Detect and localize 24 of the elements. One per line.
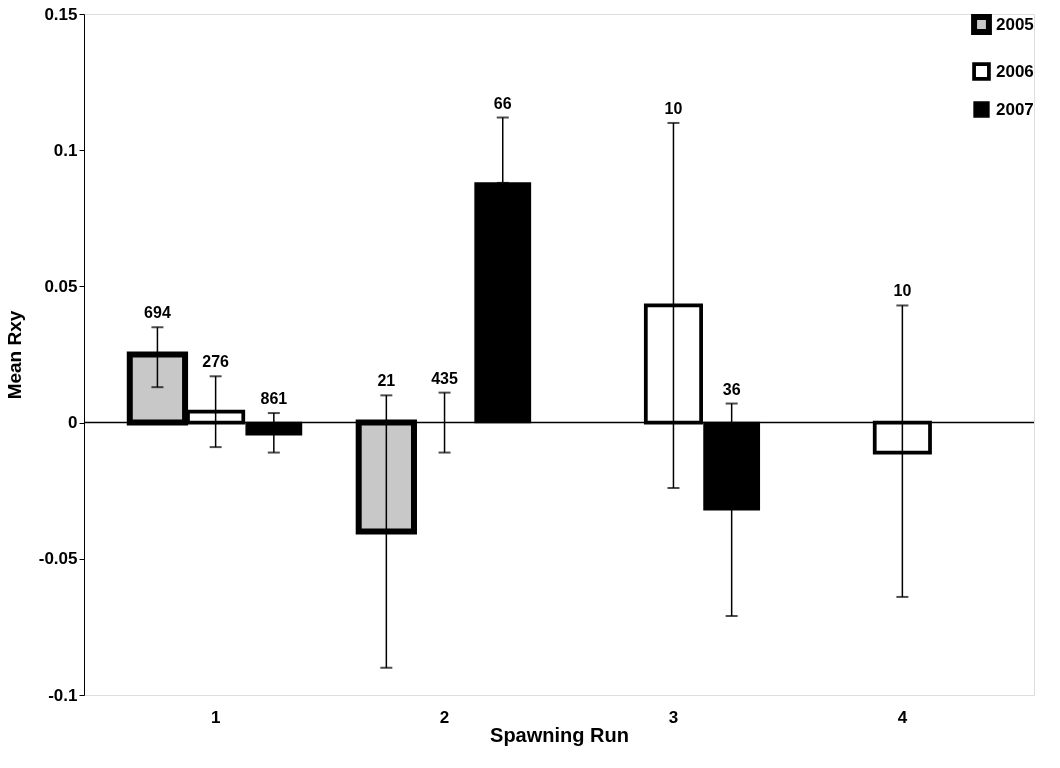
x-tick-label: 1 [210,707,221,727]
y-tick-label: -0.1 [48,685,78,705]
y-tick-label: 0.1 [53,140,78,160]
legend-label: 2006 [996,61,1034,81]
annotation: 435 [431,369,458,387]
annotation: 21 [377,372,396,390]
legend-label: 2007 [996,99,1034,119]
annotation: 694 [144,304,171,322]
y-axis-title: Mean Rxy [3,310,25,400]
legend-label: 2005 [996,14,1034,34]
x-tick-label: 3 [668,707,679,727]
x-tick-label: 4 [897,707,908,727]
annotation: 66 [493,94,512,112]
x-tick-label: 2 [439,707,450,727]
annotation: 36 [722,380,741,398]
annotation: 861 [260,390,288,408]
annotation: 276 [202,353,230,371]
y-tick-label: 0 [68,413,78,433]
annotation: 10 [893,282,912,300]
x-axis-title: Spawning Run [490,723,629,746]
y-tick-label: 0.15 [44,4,78,24]
y-tick-label: -0.05 [38,549,78,569]
annotation: 10 [664,99,683,117]
y-tick-label: 0.05 [44,276,78,296]
